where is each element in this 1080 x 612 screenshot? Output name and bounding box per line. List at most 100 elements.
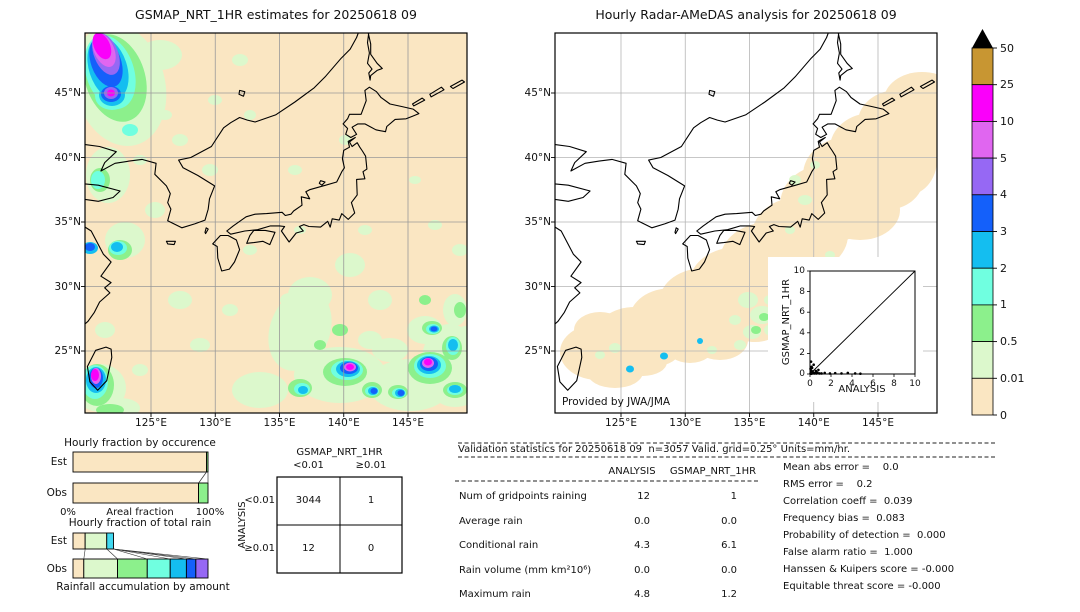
stat-value-gsmap: 0.0 [721, 564, 737, 576]
bar-segment [83, 558, 119, 579]
precip-blob [428, 220, 442, 230]
precip-blob [294, 226, 306, 234]
coastline-shandong [555, 183, 591, 202]
y-tick-label: 30°N [54, 280, 81, 293]
inset-y-tick-label: 10 [793, 266, 805, 276]
y-tick-label: 25°N [524, 345, 551, 357]
precip-blob [232, 372, 288, 408]
coastline-kunashiri [411, 97, 426, 107]
contingency-col-label-lt: <0.01 [293, 460, 324, 471]
coastline-cheju [635, 240, 646, 246]
inset-y-tick-label: 8 [799, 286, 805, 297]
validation-col-gsmap: GSMAP_NRT_1HR [669, 466, 757, 477]
map-frame [554, 32, 938, 414]
precip-blob [243, 245, 257, 255]
x-tick-label: 135°E [733, 417, 766, 429]
contingency-row-label-lt: <0.01 [244, 495, 275, 506]
precip-blob [335, 253, 365, 277]
bar-segment [195, 558, 209, 579]
contingency-col-group-label: GSMAP_NRT_1HR [296, 447, 383, 458]
precip-blob [424, 358, 432, 366]
colorbar-segment [971, 341, 994, 379]
colorbar-tick-label: 25 [1000, 78, 1014, 92]
precip-blob [660, 352, 668, 360]
x-tick-label: 140°E [797, 417, 830, 429]
coastline-sakhalin [366, 33, 383, 81]
colorbar-tick-label: 5 [1000, 151, 1007, 165]
precip-blob [734, 340, 746, 350]
coastline-taiwan [556, 346, 583, 391]
stat-value-gsmap: 1.2 [721, 589, 737, 600]
score-line: False alarm ratio = 1.000 [783, 547, 913, 558]
precip-blob [738, 292, 758, 308]
precip-blob [789, 175, 801, 185]
y-tick-label: 35°N [54, 216, 81, 228]
inset-xlabel: ANALYSIS [838, 384, 886, 395]
precip-blob [626, 365, 634, 373]
coastline-shikoku [246, 229, 276, 246]
stat-value-analysis: 0.0 [634, 515, 650, 527]
colorbar-segment [971, 194, 994, 232]
coastline-kyushu [682, 234, 711, 272]
precip-blob [358, 331, 382, 349]
precip-blob [288, 165, 302, 175]
left-map-title: GSMAP_NRT_1HR estimates for 20250618 09 [135, 7, 417, 22]
x-tick-label: 135°E [263, 417, 296, 429]
score-line: Hanssen & Kuipers score = -0.000 [783, 564, 955, 575]
precip-blob [158, 110, 172, 120]
inset-x-tick-label: 8 [891, 379, 897, 389]
precip-blob [111, 242, 123, 252]
coastline-lake-khanka [238, 89, 246, 97]
connector-line [113, 548, 171, 560]
inset-x-tick-label: 6 [870, 379, 876, 389]
precip-blob [759, 313, 769, 321]
precip-blob [595, 351, 605, 359]
precip-blob [454, 302, 466, 318]
inset-y-tick-label: 4 [799, 327, 805, 338]
precip-blob [168, 291, 192, 309]
validation-col-analysis: ANALYSIS [608, 466, 656, 477]
score-line: Frequency bias = 0.083 [783, 513, 905, 524]
areal-axis-0: 0% [60, 507, 76, 518]
precip-blob [729, 315, 741, 325]
contingency-cell-10: 12 [302, 543, 315, 554]
colorbar-tick-label: 50 [1000, 41, 1014, 55]
bar-segment [72, 558, 85, 579]
scatter-point [840, 372, 843, 375]
precip-blob [697, 338, 703, 344]
coastline-etorofu [429, 86, 445, 98]
bar-segment [169, 558, 187, 579]
colorbar-overflow-arrow [972, 29, 993, 48]
precip-blob [619, 348, 667, 376]
x-tick-label: 145°E [862, 417, 894, 429]
precip-blob [96, 404, 124, 413]
precip-blob [298, 386, 308, 394]
scatter-point [817, 368, 820, 372]
totalrain-obs-label: Obs [46, 563, 67, 575]
y-tick-label: 45°N [54, 87, 81, 99]
areal-axis-100: 100% [195, 507, 225, 518]
score-line: Mean abs error = 0.0 [783, 462, 899, 473]
bar-segment [72, 482, 200, 504]
coastline-shandong [85, 183, 121, 202]
identity-line [809, 270, 916, 375]
contingency-cell-01: 1 [367, 495, 375, 506]
precip-blob [409, 176, 421, 184]
coastline-tsushima [674, 227, 679, 235]
stat-value-gsmap: 6.1 [721, 540, 737, 551]
scatter-point [853, 372, 857, 375]
inset-y-tick-label: 6 [799, 307, 805, 318]
colorbar-segment [971, 121, 994, 159]
precip-blob [85, 243, 95, 251]
scatter-point [846, 371, 850, 375]
precip-blob [798, 195, 812, 205]
precip-blob [370, 388, 378, 394]
coastline-sado [788, 180, 796, 186]
precip-blob [397, 390, 405, 396]
x-tick-label: 130°E [669, 417, 702, 429]
occurrence-est-label: Est [50, 456, 67, 468]
scatter-point [812, 363, 815, 367]
scatter-point [833, 371, 837, 375]
